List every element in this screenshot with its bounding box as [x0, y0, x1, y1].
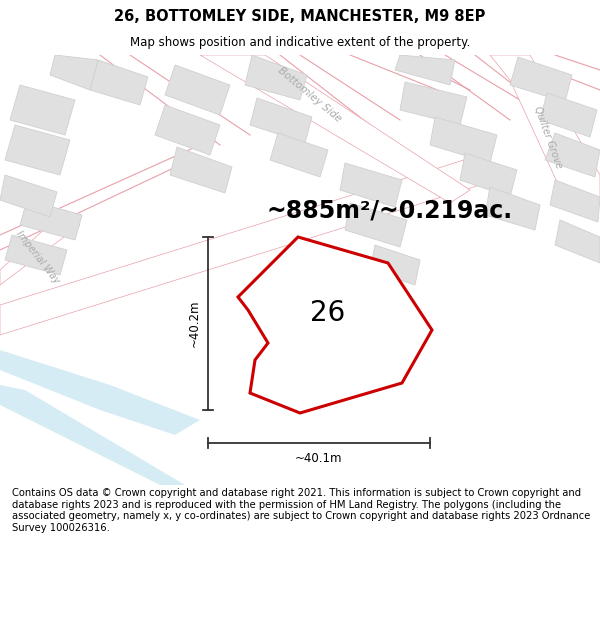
- Text: 26: 26: [310, 299, 346, 327]
- Polygon shape: [0, 155, 480, 335]
- Polygon shape: [370, 245, 420, 285]
- Polygon shape: [0, 350, 200, 435]
- Text: ~885m²/~0.219ac.: ~885m²/~0.219ac.: [267, 198, 513, 222]
- Polygon shape: [430, 117, 497, 163]
- Polygon shape: [155, 105, 220, 155]
- Polygon shape: [238, 237, 432, 413]
- Polygon shape: [510, 57, 572, 102]
- Polygon shape: [5, 235, 67, 275]
- Polygon shape: [270, 133, 328, 177]
- Text: Imperial Way: Imperial Way: [14, 229, 62, 286]
- Text: ~40.2m: ~40.2m: [187, 300, 200, 348]
- Polygon shape: [340, 163, 402, 207]
- Polygon shape: [165, 65, 230, 115]
- Polygon shape: [540, 93, 597, 137]
- Polygon shape: [0, 210, 80, 285]
- Polygon shape: [245, 55, 307, 100]
- Polygon shape: [90, 60, 148, 105]
- Polygon shape: [485, 187, 540, 230]
- Polygon shape: [170, 147, 232, 193]
- Text: Quilter Grove: Quilter Grove: [532, 104, 564, 169]
- Text: Map shows position and indicative extent of the property.: Map shows position and indicative extent…: [130, 36, 470, 49]
- Text: Contains OS data © Crown copyright and database right 2021. This information is : Contains OS data © Crown copyright and d…: [12, 488, 590, 533]
- Polygon shape: [345, 203, 407, 247]
- Polygon shape: [5, 125, 70, 175]
- Polygon shape: [555, 220, 600, 263]
- Polygon shape: [490, 55, 600, 210]
- Polygon shape: [10, 85, 75, 135]
- Polygon shape: [0, 385, 185, 485]
- Text: Bottomley Side: Bottomley Side: [277, 66, 344, 124]
- Polygon shape: [400, 82, 467, 125]
- Polygon shape: [550, 180, 600, 222]
- Polygon shape: [200, 55, 470, 203]
- Polygon shape: [545, 133, 600, 177]
- Polygon shape: [50, 55, 98, 90]
- Polygon shape: [250, 98, 312, 143]
- Text: ~40.1m: ~40.1m: [295, 452, 343, 466]
- Polygon shape: [20, 200, 82, 240]
- Polygon shape: [395, 55, 455, 85]
- Text: 26, BOTTOMLEY SIDE, MANCHESTER, M9 8EP: 26, BOTTOMLEY SIDE, MANCHESTER, M9 8EP: [115, 9, 485, 24]
- Polygon shape: [0, 175, 57, 217]
- Polygon shape: [460, 153, 517, 197]
- Text: Imperial Way: Imperial Way: [318, 349, 382, 381]
